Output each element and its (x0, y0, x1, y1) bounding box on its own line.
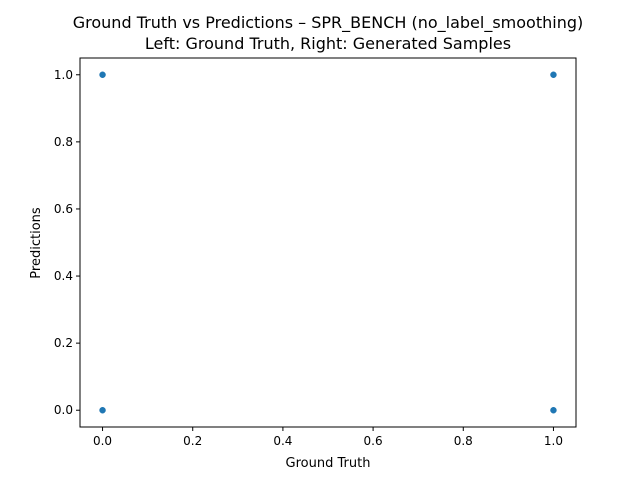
x-tick-label: 0.0 (93, 434, 112, 448)
data-points (99, 71, 557, 414)
ticks-group: 0.0 0.2 0.4 0.6 0.8 1.0 0.0 0.2 0.4 0.6 0.8 1.0 (54, 68, 563, 448)
x-axis-label: Ground Truth (286, 456, 371, 471)
x-tick-label: 0.6 (364, 434, 383, 448)
chart-title-line-1: Ground Truth vs Predictions – SPR_BENCH … (73, 13, 584, 33)
x-tick-label: 0.8 (454, 434, 473, 448)
y-tick-label: 0.0 (54, 403, 73, 417)
y-tick-label: 0.4 (54, 269, 73, 283)
y-tick-label: 0.2 (54, 336, 73, 350)
y-tick-label: 0.6 (54, 202, 73, 216)
y-tick-label: 0.8 (54, 135, 73, 149)
x-tick-label: 0.2 (183, 434, 202, 448)
x-tick-label: 1.0 (544, 434, 563, 448)
y-axis-label: Predictions (29, 207, 44, 279)
x-tick-label: 0.4 (273, 434, 292, 448)
y-tick-label: 1.0 (54, 68, 73, 82)
plot-frame (79, 57, 577, 428)
data-point (99, 406, 106, 414)
data-point (550, 71, 557, 79)
data-point (99, 71, 106, 79)
data-point (550, 406, 557, 414)
chart-title-line-2: Left: Ground Truth, Right: Generated Sam… (145, 34, 511, 53)
